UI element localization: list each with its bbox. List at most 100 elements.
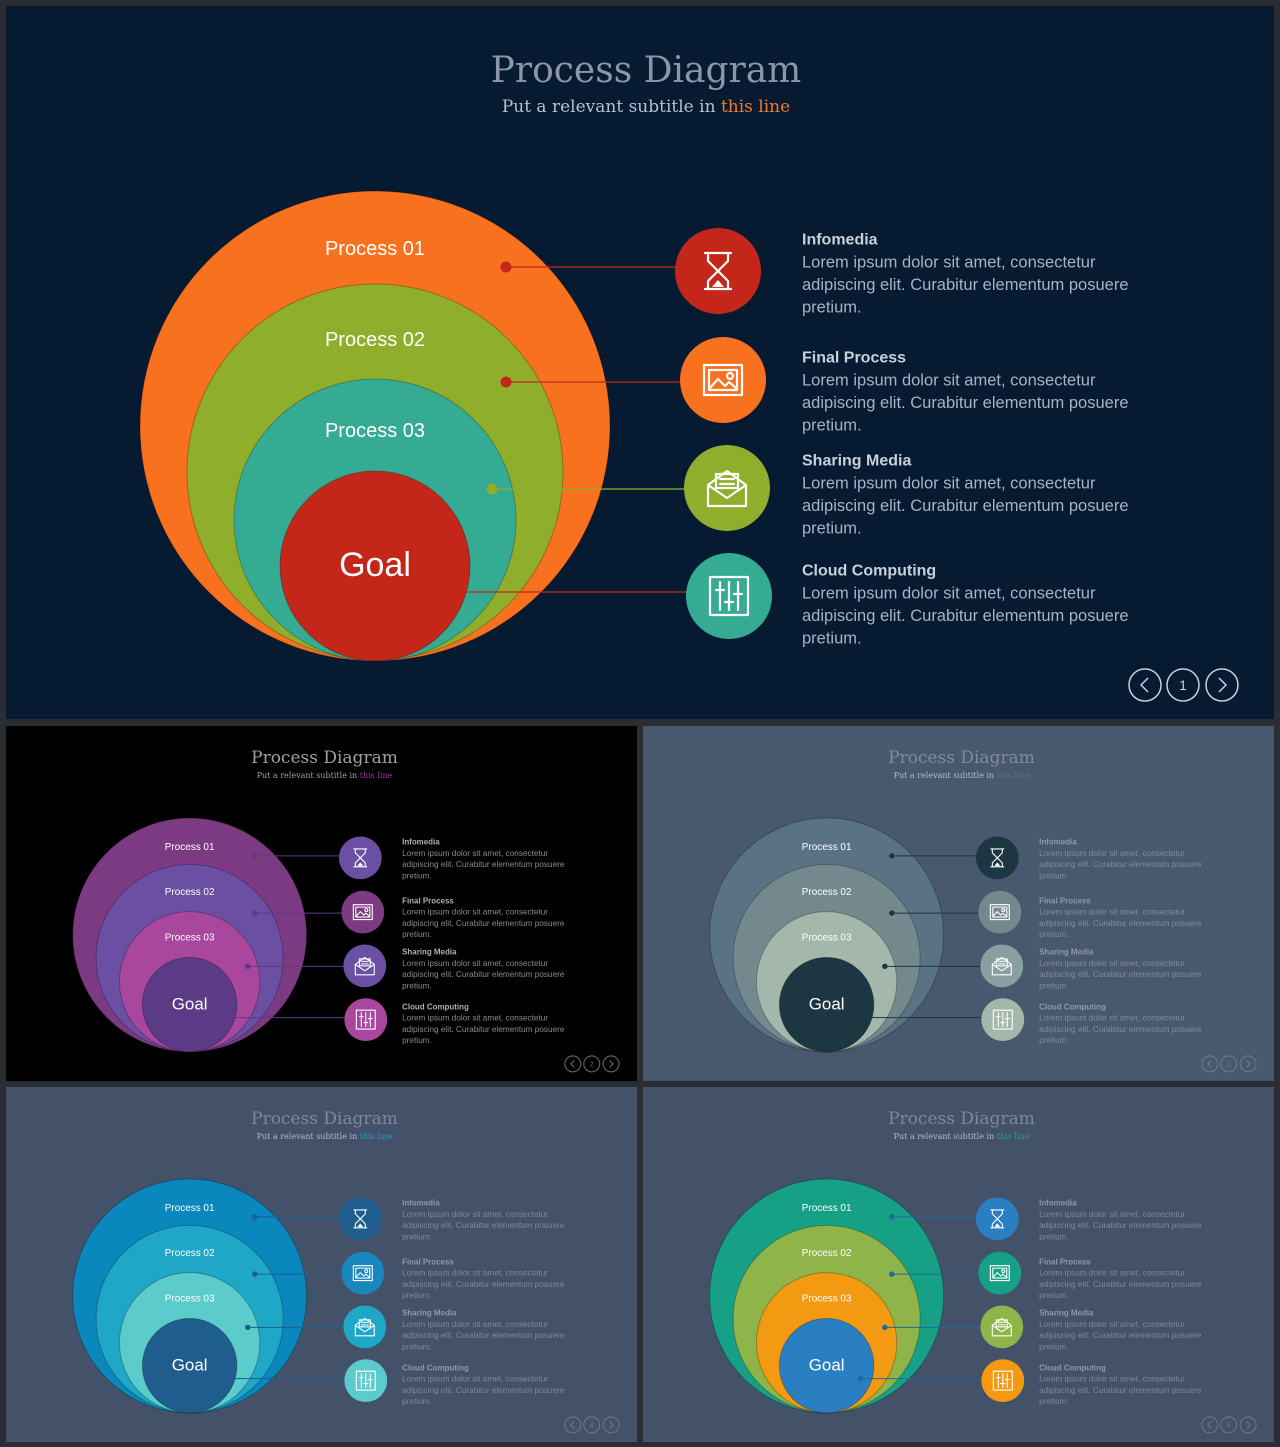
circle-goal [279,470,471,662]
pagination[interactable]: 5 [1201,1416,1257,1434]
next-page-button[interactable] [1239,1416,1257,1434]
pagination[interactable]: 2 [564,1055,620,1073]
circle-label: Process 01 [802,1203,852,1214]
slide-title: Process Diagram [251,748,398,768]
item-description-line: adipiscing elit. Curabitur elementum pos… [1039,1221,1202,1230]
slide-title: Process Diagram [888,1109,1035,1129]
connector-dot [857,1014,864,1021]
connector-dot [889,910,895,916]
item-title: Infomedia [802,232,878,249]
next-page-button[interactable] [602,1055,620,1073]
slide-subtitle: Put a relevant subtitle in this line [894,1132,1030,1141]
circle-label: Process 03 [325,420,425,442]
mail-icon [354,956,375,976]
page-number-indicator[interactable]: 5 [1220,1416,1238,1434]
slide-canvas: Process Diagram Put a relevant subtitle i… [72,1109,620,1434]
icon-badge [680,337,766,423]
next-page-button[interactable] [1239,1055,1257,1073]
item-description-line: adipiscing elit. Curabitur elementum pos… [402,1331,565,1340]
page-number-indicator[interactable]: 2 [583,1055,601,1073]
icon-badge [978,890,1022,934]
item-title: Final Process [402,896,454,905]
slide-subtitle: Put a relevant subtitle in this line [257,1132,393,1141]
item-title: Final Process [1039,1257,1091,1266]
page-number-indicator[interactable]: 4 [583,1416,601,1434]
connector-dot [252,1214,258,1220]
slide-variant-blue[interactable]: Process Diagram Put a relevant subtitle i… [6,1087,637,1442]
slide-variant-purple[interactable]: Process Diagram Put a relevant subtitle i… [6,726,637,1081]
item-description-line: Lorem ipsum dolor sit amet, consectetur [402,1014,548,1023]
sliders-icon [355,1009,376,1030]
prev-page-button[interactable] [1201,1055,1219,1073]
prev-page-button[interactable] [564,1416,582,1434]
sliders-icon [708,575,750,617]
item-description-line: pretium. [402,1342,432,1351]
connector-dot [252,853,258,859]
circle-label: Process 02 [165,1248,215,1259]
hourglass-icon [353,848,368,868]
page-number-indicator[interactable]: 3 [1220,1055,1238,1073]
slide-subtitle: Put a relevant subtitle in this line [894,771,1030,780]
concentric-circles [139,190,611,662]
sliders-icon [992,1370,1013,1391]
slide-canvas: Process Diagram Put a relevant subtitle i… [709,748,1257,1073]
item-description-line: pretium. [802,629,862,647]
prev-page-button[interactable] [564,1055,582,1073]
chevron-right-icon [1246,1421,1251,1429]
item-description-line: pretium. [1039,930,1069,939]
item-description-line: adipiscing elit. Curabitur elementum pos… [802,497,1129,515]
subtitle-highlight: this line [360,771,393,780]
chevron-left-icon [1139,677,1149,693]
item-description-line: adipiscing elit. Curabitur elementum pos… [402,970,565,979]
item-description-line: Lorem ipsum dolor sit amet, consectetur [1039,849,1185,858]
subtitle-text: Put a relevant subtitle in [894,771,997,780]
slide-variant-green[interactable]: Process Diagram Put a relevant subtitle i… [643,1087,1274,1442]
mail-icon [706,469,748,508]
circle-label: Process 01 [325,238,425,260]
hourglass-icon [990,1209,1005,1229]
pagination[interactable]: 4 [564,1416,620,1434]
item-description-line: adipiscing elit. Curabitur elementum pos… [802,276,1129,294]
sliders-icon [992,1009,1013,1030]
circle-label: Process 02 [802,887,852,898]
circle-label: Goal [809,995,845,1014]
item-title: Final Process [1039,896,1091,905]
slide-title: Process Diagram [491,50,802,91]
item-description-line: adipiscing elit. Curabitur elementum pos… [1039,1280,1202,1289]
next-page-button[interactable] [602,1416,620,1434]
chevron-left-icon [570,1060,575,1068]
prev-page-button[interactable] [1128,668,1162,702]
item-description-line: Lorem ipsum dolor sit amet, consectetur [402,1210,548,1219]
connector-dot [252,1271,258,1277]
item-title: Infomedia [1039,1199,1077,1208]
item-description-line: Lorem ipsum dolor sit amet, consectetur [802,253,1096,271]
icon-badge [343,944,387,988]
prev-page-button[interactable] [1201,1416,1219,1434]
connector-dot [889,853,895,859]
pagination[interactable]: 3 [1201,1055,1257,1073]
item-title: Sharing Media [1039,948,1094,957]
next-page-button[interactable] [1205,668,1239,702]
item-description-line: adipiscing elit. Curabitur elementum pos… [1039,919,1202,928]
slide-canvas: Process Diagram Put a relevant subtitle i… [139,50,1239,702]
circle-label: Process 02 [802,1248,852,1259]
item-description-line: pretium. [1039,1342,1069,1351]
circle-label: Goal [172,1356,208,1375]
sliders-icon [355,1370,376,1391]
pagination[interactable]: 1 [1128,668,1239,702]
item-title: Infomedia [402,1199,440,1208]
slide-variant-slate[interactable]: Process Diagram Put a relevant subtitle i… [643,726,1274,1081]
page-number-indicator[interactable]: 1 [1166,668,1200,702]
circle-goal [141,1317,238,1414]
chevron-right-icon [609,1060,614,1068]
item-description-line: adipiscing elit. Curabitur elementum pos… [402,1386,565,1395]
item-description-line: Lorem ipsum dolor sit amet, consectetur [802,584,1096,602]
slide-title: Process Diagram [251,1109,398,1129]
item-description-line: Lorem ipsum dolor sit amet, consectetur [402,1320,548,1329]
item-description-line: pretium. [402,1232,432,1241]
item-description-line: Lorem ipsum dolor sit amet, consectetur [402,908,548,917]
item-title: Sharing Media [402,1309,457,1318]
item-title: Cloud Computing [402,1363,469,1372]
connector-dot [252,910,258,916]
slide-title: Process Diagram [888,748,1035,768]
